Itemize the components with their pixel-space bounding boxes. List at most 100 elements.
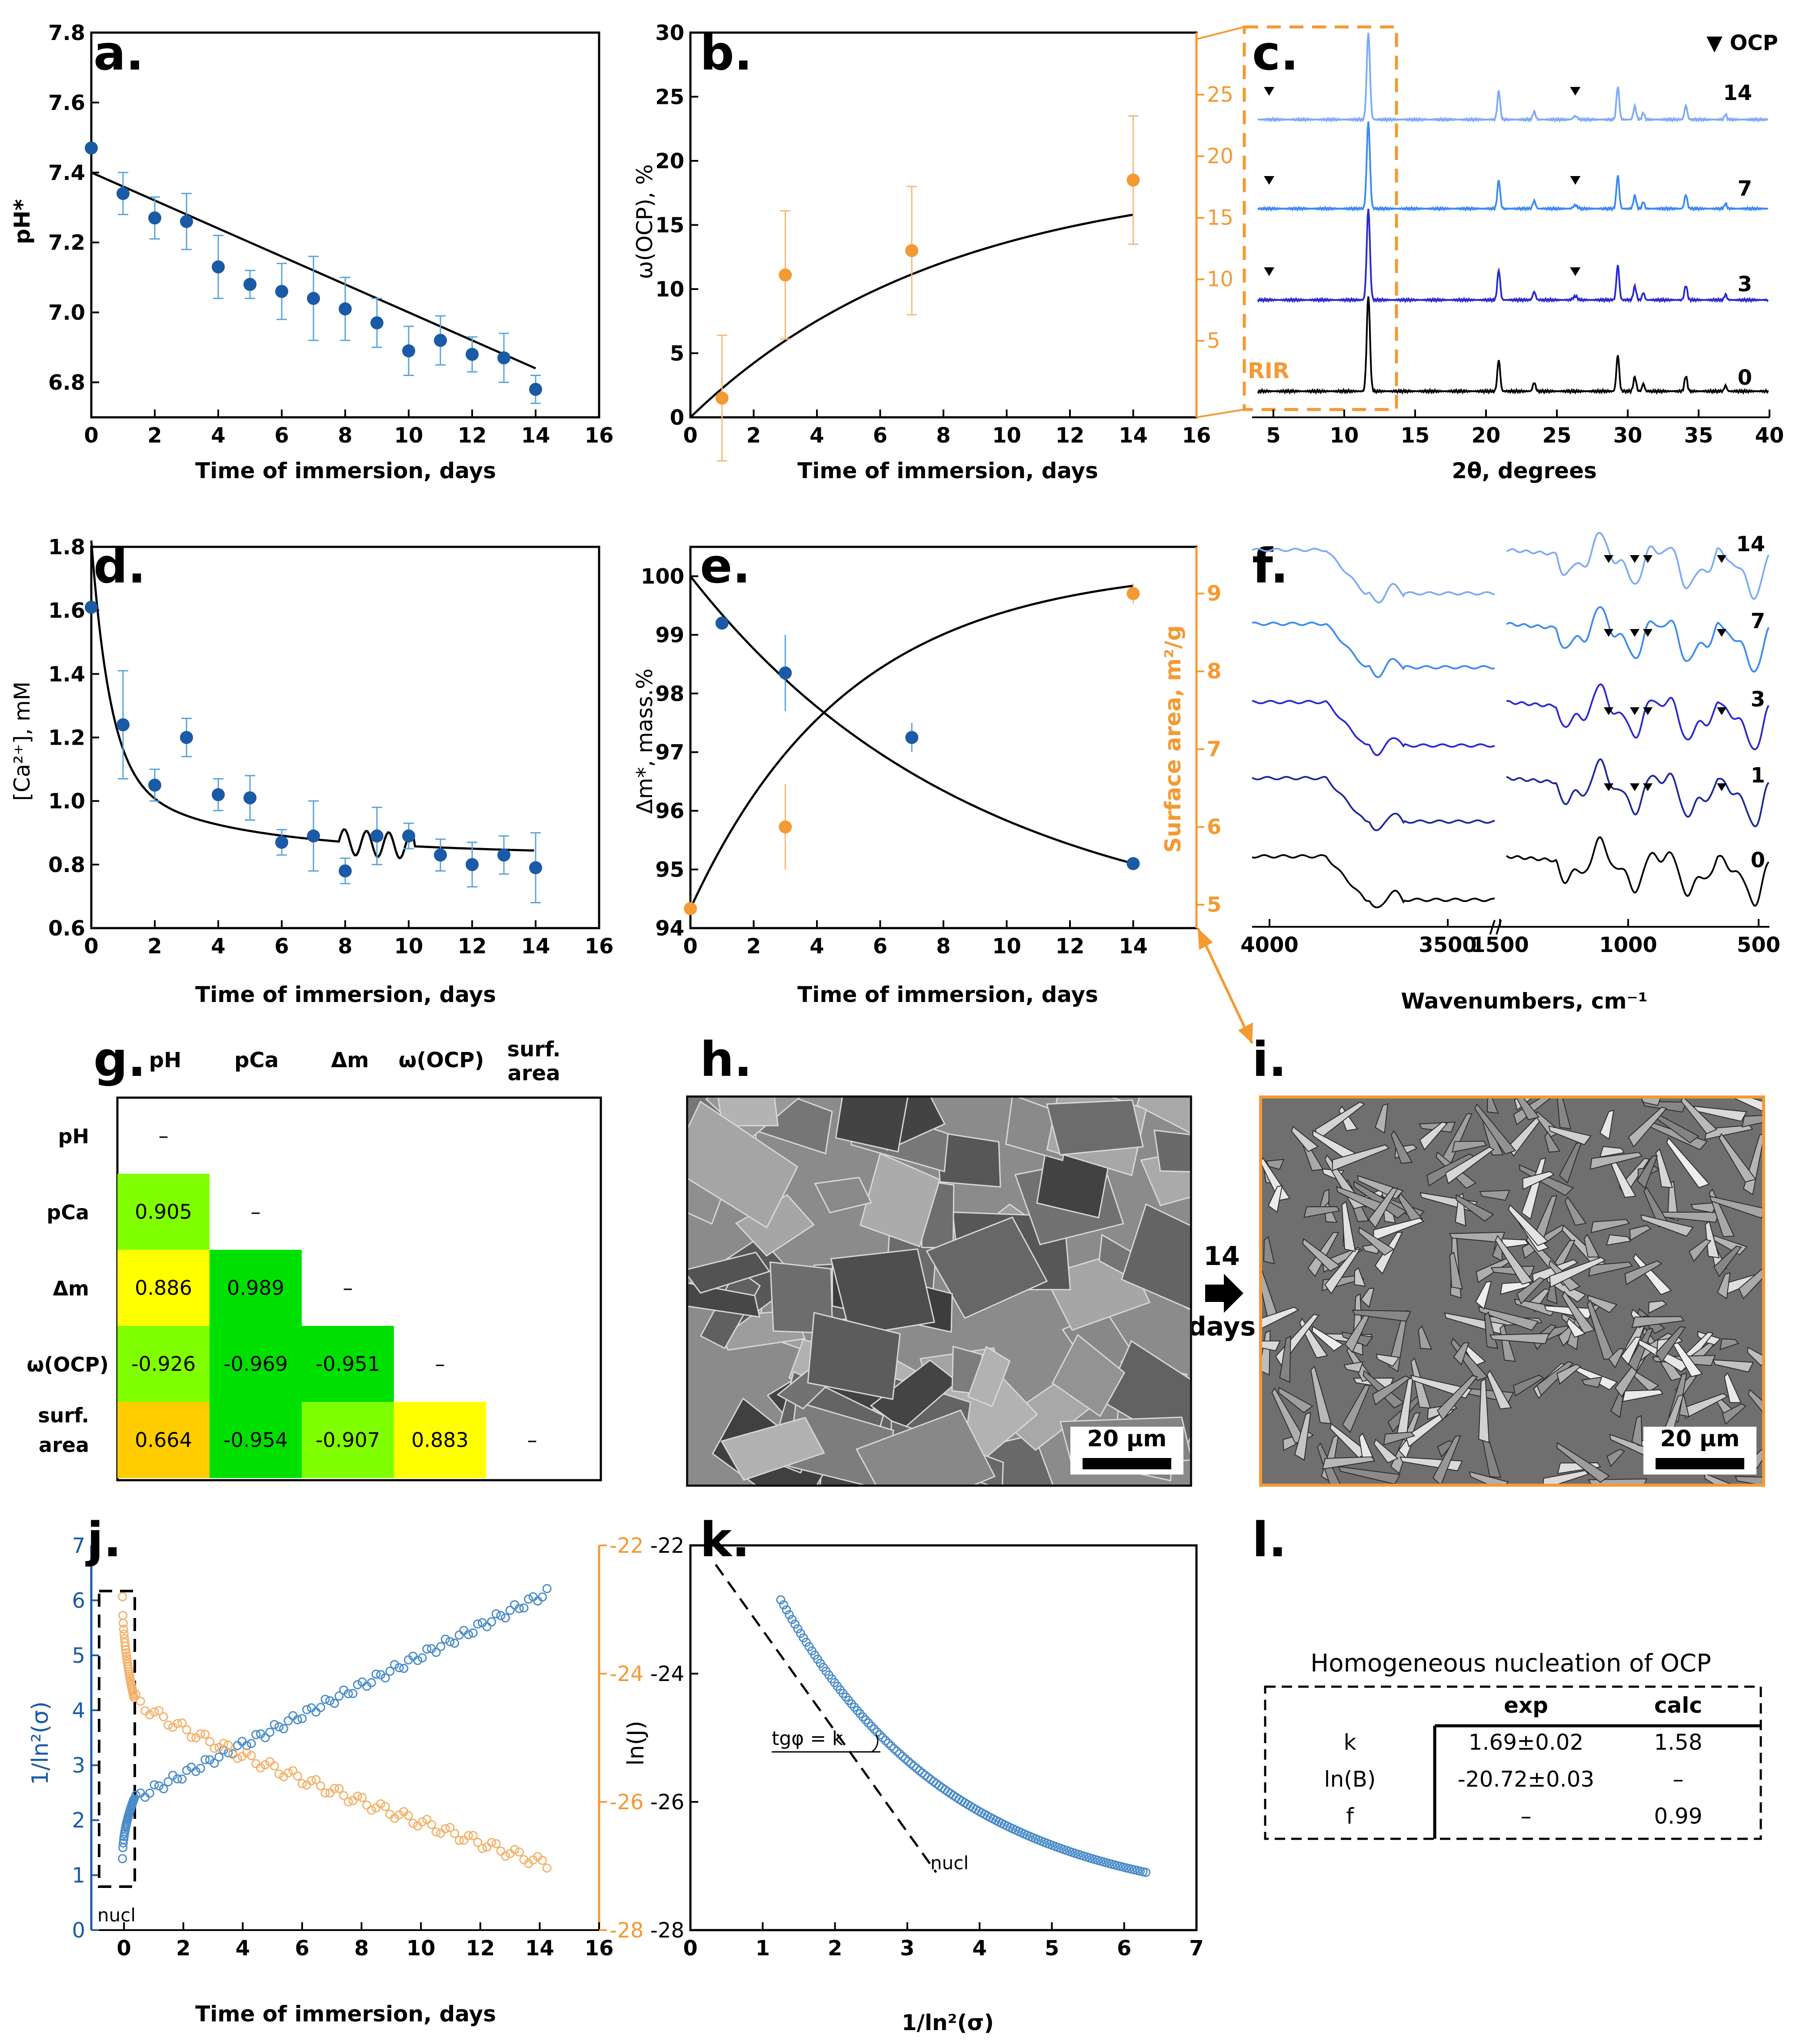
a-point — [402, 344, 415, 358]
k-point — [881, 1736, 890, 1745]
ftir-curve-left-3 — [1252, 699, 1495, 756]
sem-i-flake — [1514, 1298, 1558, 1317]
g-cell-bg — [302, 1326, 394, 1402]
sem-h-crystal — [688, 1252, 771, 1294]
g-cell-value: 0.905 — [135, 1200, 192, 1224]
sem-i-flake — [1432, 1435, 1461, 1484]
j-ytick-label: 4 — [72, 1698, 85, 1723]
sem-i-flake — [1372, 1375, 1411, 1406]
j-orange-point — [339, 1791, 349, 1801]
sem-i-flake — [1631, 1316, 1685, 1328]
sem-i-flake — [1581, 1376, 1603, 1388]
a-xtick-label: 4 — [211, 423, 225, 448]
sem-h-crystal — [1046, 1099, 1144, 1156]
panel-c-label: c. — [1252, 25, 1299, 81]
ocp-marker — [1630, 783, 1639, 791]
j-blue-point — [528, 1592, 538, 1601]
d-point — [148, 779, 161, 792]
j-blue-point — [380, 1673, 390, 1683]
e-xtick-label: 10 — [992, 934, 1021, 959]
g-cell-bg — [394, 1402, 486, 1478]
e-mass-point — [905, 731, 919, 744]
e-xtick-label: 8 — [936, 934, 950, 959]
b-xlabel: Time of immersion, days — [797, 458, 1098, 483]
j-blue-point — [283, 1716, 293, 1725]
scale-bar-h — [1083, 1458, 1171, 1469]
sem-i-flake — [1542, 1470, 1589, 1484]
l-row-lnb-exp: -20.72±0.03 — [1458, 1767, 1594, 1792]
j-xtick-label: 6 — [295, 1936, 309, 1961]
l-row-f-calc: 0.99 — [1654, 1804, 1702, 1829]
j-orange-point — [477, 1844, 487, 1853]
sem-i-flake — [1303, 1206, 1341, 1218]
j-nucl: nucl — [97, 1904, 136, 1926]
b-xtick-label: 2 — [746, 423, 761, 448]
d-ytick-label: 1.8 — [48, 535, 85, 559]
f-xtick-label: 1500 — [1471, 933, 1529, 957]
sem-i-flake — [1499, 1281, 1533, 1295]
sem-h-crystal — [688, 1100, 799, 1229]
k-point — [861, 1715, 870, 1725]
sem-i-flake — [1681, 1099, 1718, 1135]
j-orange-point — [473, 1838, 483, 1847]
b-ytick-label: 15 — [655, 213, 684, 238]
j-orange-point — [119, 1629, 129, 1639]
j-orange-point — [297, 1779, 307, 1788]
e-frame — [689, 546, 1198, 929]
sem-i-flake — [1374, 1232, 1403, 1275]
sem-image-h — [686, 1095, 1192, 1487]
j-orange-point — [242, 1748, 251, 1758]
c-xtick-label: 20 — [1472, 423, 1501, 448]
j-xtick-label: 10 — [407, 1936, 436, 1961]
sem-i-flake — [1513, 1375, 1544, 1397]
sem-i-flake — [1726, 1099, 1762, 1114]
k-xlabel: 1/ln²(σ) — [902, 2010, 994, 2035]
sem-i-flake — [1689, 1239, 1712, 1262]
sem-i-flake — [1690, 1202, 1718, 1213]
sem-i-flake — [1606, 1448, 1626, 1468]
j-orange-point — [210, 1744, 219, 1753]
a-point — [497, 351, 510, 365]
e-ytick-label: 100 — [641, 564, 684, 589]
e-xtick-label: 4 — [810, 934, 824, 959]
a-point — [529, 383, 542, 396]
a-ytick-label: 7.0 — [48, 301, 85, 325]
f-xtick-label: 3500 — [1419, 933, 1477, 957]
e-ytick-right-label: 5 — [1207, 892, 1221, 917]
k-point — [909, 1761, 919, 1771]
j-blue-point — [136, 1788, 145, 1798]
d-point — [529, 861, 542, 875]
sem-i-flake — [1624, 1260, 1663, 1285]
j-orange-point — [131, 1690, 140, 1699]
d-xtick-label: 8 — [338, 934, 352, 959]
d-xtick-label: 2 — [147, 934, 162, 959]
ocp-marker — [1604, 707, 1613, 715]
e-surface-point — [779, 820, 792, 834]
sem-i-flake — [1705, 1220, 1720, 1258]
b-ytick-label: 5 — [670, 342, 684, 366]
j-orange-point — [343, 1797, 353, 1807]
sem-i-flake — [1519, 1164, 1574, 1196]
j-blue-point — [496, 1611, 506, 1621]
e-mass-point — [1126, 857, 1140, 870]
j-orange-point — [367, 1805, 376, 1815]
sem-i-flake — [1629, 1225, 1652, 1241]
sem-i-flake — [1383, 1431, 1415, 1445]
g-cell-value: – — [435, 1352, 445, 1376]
j-blue-point — [463, 1630, 473, 1639]
j-blue-point — [260, 1733, 270, 1742]
c-xlabel: 2θ, degrees — [1452, 458, 1596, 483]
j-orange-point — [491, 1839, 501, 1848]
b-frame — [689, 31, 1198, 419]
j-blue-point — [524, 1595, 533, 1604]
sem-h-crystal — [835, 1098, 913, 1153]
sem-i-flake — [1360, 1288, 1375, 1308]
ocp-marker — [1264, 176, 1275, 185]
a-xtick-label: 2 — [147, 423, 162, 448]
j-xtick-label: 0 — [117, 1936, 131, 1961]
sem-i-flake — [1352, 1309, 1411, 1322]
ocp-marker — [1570, 87, 1581, 96]
e-ytick-label: 96 — [655, 799, 684, 823]
sem-i-flake — [1643, 1186, 1670, 1228]
j-blue-point — [468, 1628, 478, 1638]
